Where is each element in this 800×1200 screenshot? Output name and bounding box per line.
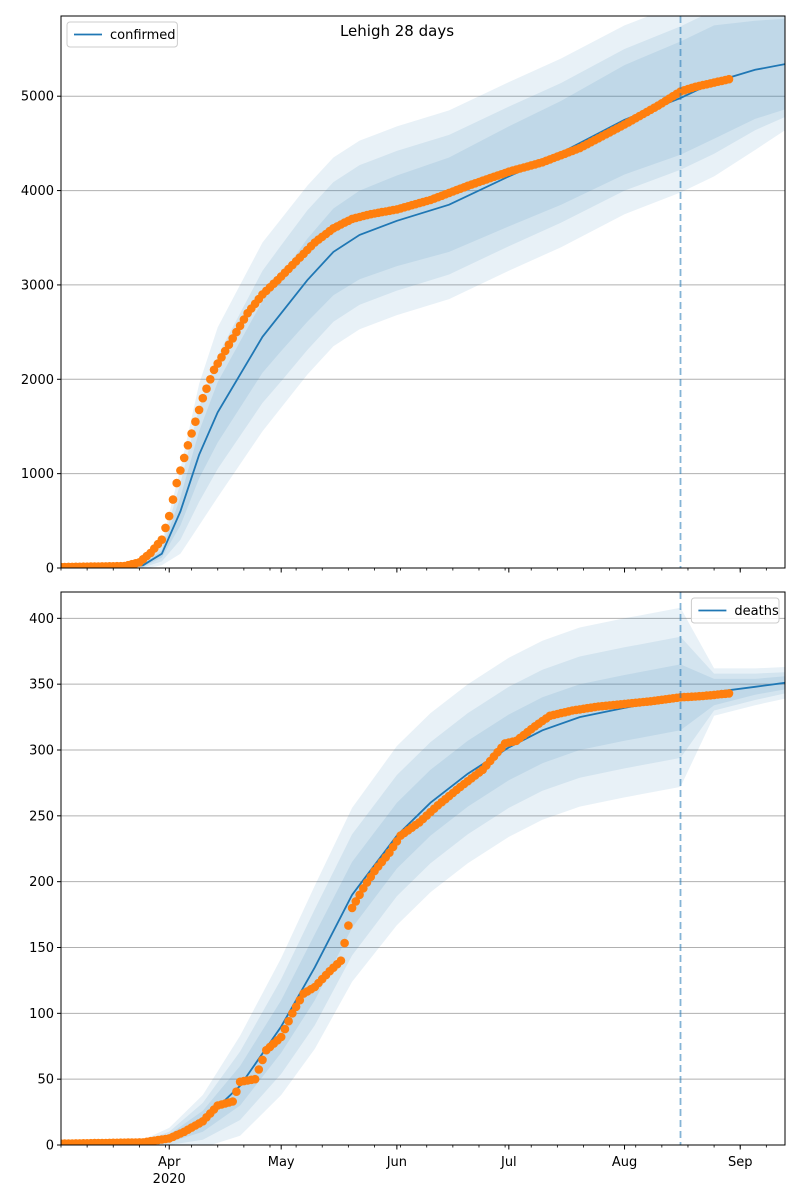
figure-title: Lehigh 28 days [340,22,454,40]
legend-label: deaths [734,604,779,619]
x-tick-label: Aug [612,1155,637,1170]
observed-point [228,1097,237,1106]
observed-point [164,511,174,521]
y-tick-label: 5000 [21,90,54,105]
plot-area [61,607,785,1145]
y-tick-label: 300 [29,744,54,759]
axes-frame [60,591,786,1146]
observed-point [172,478,181,488]
observed-point [179,453,189,463]
observed-point [250,1074,260,1084]
plot-area [61,16,785,568]
deaths-panel: 0 50 100 150 200 250 300 350 400 Apr 2020 May Jun Jul… [29,591,786,1187]
y-tick-label: 350 [29,678,54,693]
observed-point [220,346,230,356]
axes-frame [60,15,786,569]
y-tick-label: 200 [29,875,54,890]
observed-point [224,340,234,350]
observed-point [291,1002,301,1012]
observed-point [280,1024,290,1034]
observed-point [254,1065,264,1074]
y-tick-label: 1000 [21,467,54,482]
observed-point [232,327,241,337]
confirmed-panel: 0 1000 2000 3000 4000 5000 confirmed [21,15,786,577]
observed-point [187,429,196,438]
x-tick-sublabel: 2020 [153,1172,186,1187]
observed-point [209,365,219,375]
x-tick-label: Apr [158,1155,181,1170]
y-tick-label: 3000 [21,278,54,293]
uncertainty-band-3 [61,607,785,1145]
observed-point [284,1016,293,1026]
y-tick-label: 100 [29,1007,54,1022]
observed-point [176,466,185,475]
observed-point [232,1087,241,1096]
uncertainty-band-2 [61,636,785,1145]
observed-point [336,956,346,965]
y-tick-label: 2000 [21,373,54,388]
observed-point [355,890,364,900]
x-tick-label: Sep [728,1155,753,1170]
observed-point [295,995,305,1005]
observed-point [213,359,222,368]
observed-point [724,689,734,698]
x-tick-label: Jun [386,1155,407,1170]
legend-label: confirmed [110,28,176,43]
y-tick-label: 4000 [21,184,54,199]
observed-point [724,74,734,84]
y-tick-label: 400 [29,612,54,627]
observed-point [161,523,170,533]
observed-point [288,1009,297,1018]
observed-point [228,334,237,343]
observed-point [340,938,349,948]
observed-point [191,417,200,427]
uncertainty-band-3 [61,16,785,568]
observed-point [217,353,226,362]
y-tick-label: 250 [29,809,54,824]
observed-point [183,441,193,450]
observed-point [276,1032,286,1042]
observed-point [351,897,361,906]
legend: confirmed [66,21,178,48]
observed-point [258,1055,267,1065]
observed-point [202,384,211,394]
uncertainty-band-2 [61,16,785,568]
observed-point [198,393,208,403]
y-tick-label: 150 [29,941,54,956]
uncertainty-band-1 [61,18,785,568]
y-tick-label: 50 [37,1073,54,1088]
observed-point [206,375,215,384]
observed-point [347,903,357,913]
legend-box [690,597,780,624]
observed-point [239,315,249,324]
observed-point [194,405,204,415]
observed-point [157,535,167,544]
observed-point [344,921,353,930]
observed-point [235,321,245,331]
y-tick-label: 0 [46,1139,54,1154]
x-tick-label: May [268,1155,295,1170]
legend-box [66,21,178,48]
legend: deaths [690,597,780,624]
observed-point [168,495,178,504]
y-tick-label: 0 [46,562,54,577]
x-tick-label: Jul [500,1155,517,1170]
